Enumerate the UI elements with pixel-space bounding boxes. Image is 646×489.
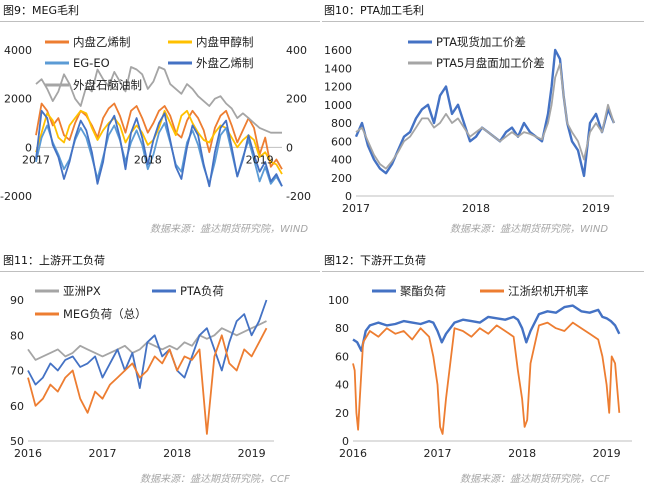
y-tick-label: 400 [331,154,352,167]
x-tick-label: 2016 [14,447,42,460]
y-tick-label: 90 [10,294,24,307]
y-tick-label: 1200 [324,81,352,94]
legend-label: 亚洲PX [63,284,101,298]
y-tick-label: 50 [10,435,24,448]
legend-label: 内盘乙烯制 [73,35,131,49]
y2-tick-label: 200 [286,93,307,106]
x-tick-label: 2019 [246,153,274,166]
y-tick-label: 80 [10,329,24,342]
title-divider [0,21,320,22]
y-tick-label: 1600 [324,44,352,57]
series-line-3-1 [352,321,621,435]
y2-tick-label: 0 [286,141,293,154]
y2-tick-label: -200 [286,190,311,203]
x-tick-label: 2017 [89,447,117,460]
legend-label: 聚酯负荷 [400,284,446,298]
series-line-0-3 [35,109,283,188]
title-divider [322,21,644,22]
panel-title-pta-margin: 图10：PTA加工毛利 [324,4,425,17]
panel-title-downstream-load: 图12：下游开工负荷 [324,254,426,267]
y-tick-label: -2000 [0,190,32,203]
title-divider [0,271,320,272]
legend-label: PTA现货加工价差 [436,35,526,49]
series-line-0-0 [35,102,283,170]
series-line-1-1 [355,62,615,170]
x-tick-label: 2018 [134,153,162,166]
y-tick-label: 0 [342,435,349,448]
y-tick-label: 600 [331,135,352,148]
legend-label: 江浙织机开机率 [508,284,589,298]
legend-label: PTA5月盘面加工价差 [436,56,545,70]
y-tick-label: 2000 [4,93,32,106]
y-tick-label: 80 [335,322,349,335]
series-line-3-0 [352,304,621,352]
x-tick-label: 2017 [342,202,370,215]
chart-panel-3 [352,289,632,442]
x-tick-label: 2019 [238,447,266,460]
x-tick-label: 2018 [508,447,536,460]
chart-panel-2 [27,289,274,442]
x-tick-label: 2017 [22,153,50,166]
panel-source-meg-margin: 数据来源：盛达期货研究院，WIND [150,224,309,235]
chart-panel-0 [35,40,283,188]
panel-source-pta-margin: 数据来源：盛达期货研究院，WIND [450,224,609,235]
x-tick-label: 2019 [582,202,610,215]
series-line-0-1 [35,109,283,175]
panel-source-upstream-load: 数据来源：盛达期货研究院，CCF [140,474,290,485]
panel-title-upstream-load: 图11：上游开工负荷 [3,254,105,267]
y-tick-label: 60 [335,350,349,363]
panel-title-meg-margin: 图9：MEG毛利 [3,4,79,17]
legend-label: 外盘石脑油制 [73,78,142,92]
legend-label: PTA负荷 [180,284,224,298]
y-tick-label: 40 [335,379,349,392]
y-tick-label: 70 [10,365,24,378]
legend-label: 内盘甲醇制 [196,35,254,49]
y-tick-label: 0 [25,141,32,154]
series-line-2-2 [27,327,268,435]
title-divider [322,271,644,272]
x-tick-label: 2016 [339,447,367,460]
y-tick-label: 200 [331,172,352,185]
y-tick-label: 4000 [4,44,32,57]
legend-label: EG-EO [73,56,110,70]
series-line-0-4 [35,66,282,134]
legend-label: 外盘乙烯制 [196,56,254,70]
panel-source-downstream-load: 数据来源：盛达期货研究院，CCF [460,474,610,485]
legend-label: MEG负荷（总） [63,307,147,321]
y-tick-label: 20 [335,407,349,420]
y-tick-label: 1400 [324,62,352,75]
y-tick-label: 60 [10,400,24,413]
x-tick-label: 2018 [462,202,490,215]
x-tick-label: 2017 [424,447,452,460]
y2-tick-label: 400 [286,44,307,57]
chart-panel-1 [354,40,616,197]
x-tick-label: 2018 [163,447,191,460]
y-tick-label: 0 [345,190,352,203]
x-tick-label: 2019 [593,447,621,460]
y-tick-label: 800 [331,117,352,130]
y-tick-label: 100 [328,294,349,307]
y-tick-label: 1000 [324,99,352,112]
